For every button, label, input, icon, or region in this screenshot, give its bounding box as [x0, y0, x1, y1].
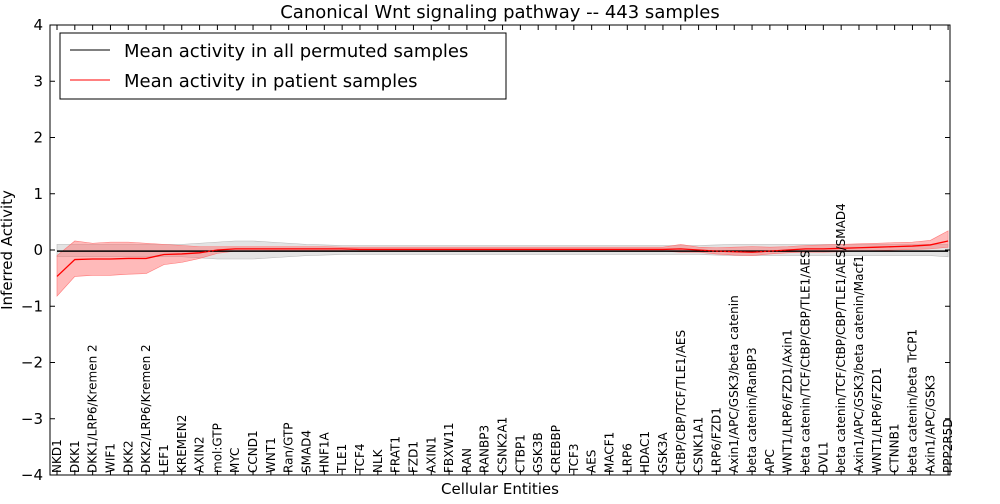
x-tick-label: Axin1/APC/GSK3/beta catenin/Macf1	[852, 255, 866, 473]
x-tick-label: Ran/GTP	[282, 422, 296, 473]
x-tick-label: CSNK1A1	[692, 417, 706, 473]
y-axis-label: Inferred Activity	[0, 190, 16, 310]
x-tick-label: GSK3B	[531, 432, 545, 473]
x-tick-label: RANBP3	[478, 425, 492, 473]
x-tick-label: DKK2/LRP6/Kremen 2	[139, 344, 153, 473]
x-tick-label: APC	[763, 449, 777, 473]
x-tick-label: AES	[585, 450, 599, 473]
x-tick-label: AXIN1	[424, 436, 438, 473]
x-tick-label: DKK1/LRP6/Kremen 2	[86, 344, 100, 473]
confidence-bands	[56, 230, 949, 297]
x-tick-label: beta catenin/TCF/CtBP/CBP/TLE1/AES/SMAD4	[834, 203, 848, 473]
x-tick-label: LRP6/FZD1	[709, 407, 723, 473]
y-tick-label: −3	[21, 410, 43, 428]
legend-label-patient: Mean activity in patient samples	[124, 71, 418, 92]
x-tick-label: WNT1/LRP6/FZD1/Axin1	[781, 329, 795, 473]
x-tick-label: MACF1	[602, 432, 616, 473]
x-axis-label: Cellular Entities	[441, 480, 559, 498]
x-tick-label: MYC	[228, 448, 242, 473]
legend-label-permuted: Mean activity in all permuted samples	[124, 41, 468, 62]
x-tick-label: DKK1	[68, 440, 82, 473]
y-tick-label: 2	[33, 129, 43, 147]
x-tick-label: TCF4	[353, 443, 367, 474]
x-tick-label: FBXW11	[442, 423, 456, 474]
x-tick-label: beta catenin/beta TrCP1	[905, 329, 919, 473]
y-tick-label: 3	[33, 72, 43, 90]
x-tick-label: LRP6	[620, 443, 634, 473]
x-tick-label: AXIN2	[193, 436, 207, 473]
x-tick-label: DKK2	[121, 440, 135, 473]
x-tick-label: WNT1/LRP6/FZD1	[870, 367, 884, 473]
chart-title: Canonical Wnt signaling pathway -- 443 s…	[280, 2, 720, 23]
x-tick-label: mol:GTP	[210, 423, 224, 473]
x-tick-label: CCND1	[246, 430, 260, 473]
x-tick-label: FZD1	[406, 441, 420, 473]
x-tick-label: RAN	[460, 448, 474, 473]
x-tick-label: NLK	[371, 448, 385, 473]
y-tick-label: −1	[21, 297, 43, 315]
x-tick-label: CTBP1	[513, 434, 527, 473]
x-tick-label: Axin1/APC/GSK3/beta catenin	[727, 295, 741, 473]
x-tick-label: FRAT1	[389, 436, 403, 473]
x-tick-label: WNT1	[264, 437, 278, 473]
x-tick-label: Axin1/APC/GSK3	[923, 375, 937, 473]
y-tick-label: −2	[21, 354, 43, 372]
x-tick-label: CTNNB1	[888, 423, 902, 473]
y-tick-label: 1	[33, 185, 43, 203]
x-tick-label: HNF1A	[317, 431, 331, 473]
x-tick-label: CtBP/CBP/TCF/TLE1/AES	[674, 330, 688, 473]
x-tick-label: LEF1	[157, 444, 171, 473]
x-tick-label: KREMEN2	[175, 415, 189, 473]
y-tick-label: −4	[21, 466, 43, 484]
x-tick-label: HDAC1	[638, 431, 652, 473]
x-tick-label: CSNK2A1	[496, 417, 510, 473]
legend-box	[59, 32, 507, 100]
x-tick-label: DVL1	[816, 441, 830, 473]
plot-frame	[49, 24, 951, 476]
x-tick-label: PPP2R5D	[941, 418, 955, 473]
series-line-patient	[56, 240, 949, 277]
x-tick-label: GSK3A	[656, 432, 670, 473]
x-tick-label: NKD1	[50, 439, 64, 473]
legend: Mean activity in all permuted samples Me…	[59, 32, 507, 100]
x-tick-label: beta catenin/RanBP3	[745, 347, 759, 473]
x-tick-label: TLE1	[335, 444, 349, 474]
x-tick-label: SMAD4	[300, 430, 314, 473]
x-tick-label: TCF3	[567, 443, 581, 474]
series-lines	[56, 240, 950, 277]
x-tick-label: CREBBP	[549, 425, 563, 473]
y-tick-label: 0	[33, 241, 43, 259]
x-tick-label: beta catenin/TCF/CtBP/CBP/TLE1/AES	[799, 250, 813, 473]
x-tick-label: WIF1	[103, 443, 117, 473]
confidence-band-patient	[56, 230, 949, 297]
y-tick-label: 4	[33, 16, 43, 34]
